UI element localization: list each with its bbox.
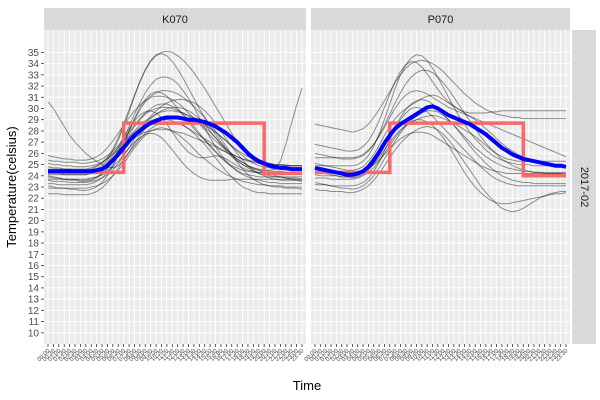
- y-tick-label: 21: [28, 205, 40, 216]
- y-tick-label: 10: [28, 328, 40, 339]
- y-axis: 1011121314151617181920212223242526272829…: [28, 48, 44, 339]
- y-tick-label: 35: [28, 48, 40, 59]
- sensor-series-line: [47, 99, 302, 183]
- y-tick-label: 30: [28, 104, 40, 115]
- sensor-series-line: [314, 125, 566, 213]
- y-tick-label: 25: [28, 160, 40, 171]
- sensor-series-line: [314, 59, 566, 133]
- sensor-series-line: [47, 76, 302, 181]
- mean-line: [314, 104, 567, 177]
- y-tick-label: 31: [28, 93, 40, 104]
- y-tick-label: 15: [28, 272, 40, 283]
- sensor-series-line: [47, 90, 303, 191]
- panel-p070: P070 00:0000:3001:0001:3002:0002:3003:00…: [304, 8, 570, 363]
- x-axis: 00:0000:3001:0001:3002:0002:3003:0003:30…: [37, 344, 306, 363]
- y-tick-label: 33: [28, 70, 40, 81]
- threshold-step-line: [315, 121, 566, 178]
- y-tick-label: 14: [28, 283, 40, 294]
- sensor-series-line: [48, 132, 302, 181]
- y-tick-label: 11: [29, 317, 40, 328]
- y-tick-label: 28: [28, 126, 40, 137]
- sensor-series-line: [315, 119, 567, 205]
- y-tick-label: 26: [28, 149, 40, 160]
- y-axis-title: Temperature(celsius): [4, 126, 19, 247]
- y-tick-label: 13: [28, 295, 40, 306]
- sensor-series-line: [314, 110, 566, 190]
- y-tick-label: 24: [28, 171, 40, 182]
- series-layer: [47, 50, 303, 196]
- sensor-series-line: [48, 127, 302, 189]
- y-tick-label: 19: [28, 227, 40, 238]
- y-tick-label: 12: [28, 306, 40, 317]
- sensor-series-line: [47, 50, 302, 171]
- facet-strip: [44, 8, 306, 30]
- y-tick-label: 17: [28, 250, 40, 261]
- facet-strip-label: K070: [162, 14, 188, 26]
- facet-strip: [311, 8, 570, 30]
- y-tick-label: 18: [28, 239, 40, 250]
- y-tick-label: 16: [28, 261, 40, 272]
- gridlines: [44, 30, 306, 344]
- y-tick-label: 34: [28, 59, 40, 70]
- y-tick-label: 32: [28, 82, 40, 93]
- sensor-series-line: [47, 103, 302, 173]
- series-layer: [314, 54, 567, 213]
- y-tick-label: 20: [28, 216, 40, 227]
- mean-line: [48, 115, 302, 174]
- sensor-series-line: [47, 106, 303, 182]
- row-facet-strip-label: 2017-02: [578, 167, 590, 207]
- threshold-step-line: [48, 121, 302, 176]
- y-tick-label: 27: [28, 138, 40, 149]
- gridlines: [311, 30, 570, 344]
- y-tick-label: 29: [28, 115, 40, 126]
- y-tick-label: 22: [28, 194, 40, 205]
- sensor-series-line: [314, 60, 566, 152]
- x-axis: 00:0000:3001:0001:3002:0002:3003:0003:30…: [304, 344, 570, 363]
- y-tick-label: 23: [28, 183, 40, 194]
- x-axis-title: Time: [293, 378, 321, 393]
- facet-strip-label: P070: [428, 14, 454, 26]
- row-facet-strip: [572, 30, 596, 344]
- panel-k070: K070 00:0000:3001:0001:3002:0002:3003:00…: [37, 8, 306, 363]
- sensor-series-line: [48, 91, 302, 186]
